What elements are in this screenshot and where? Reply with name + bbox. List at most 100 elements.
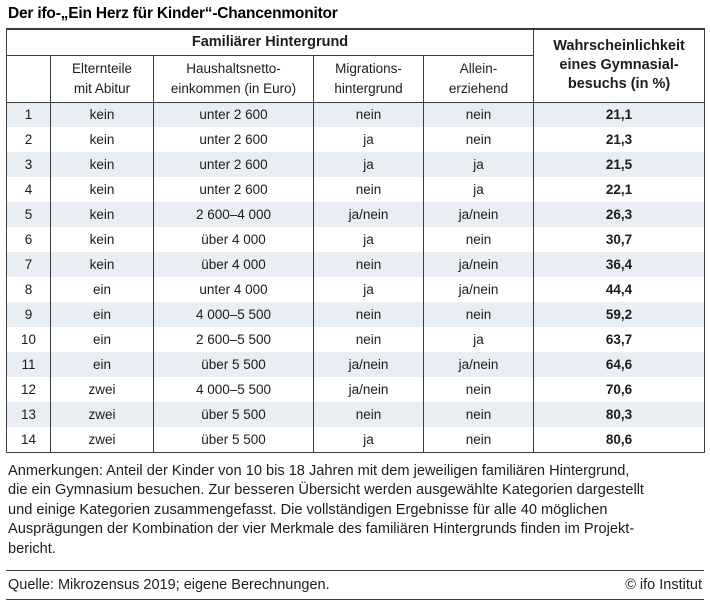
cell-wahrscheinlichkeit: 22,1 [533, 177, 705, 202]
cell-wahrscheinlichkeit: 63,7 [533, 327, 705, 352]
group-header-familiaerer-hintergrund: Familiärer Hintergrund [6, 29, 534, 56]
page-title: Der ifo-„Ein Herz für Kinder“-Chancenmon… [8, 5, 338, 22]
table-row: 13 zwei über 5 500 nein nein 80,3 [6, 402, 705, 427]
table-row: 9 ein 4 000–5 500 nein nein 59,2 [6, 302, 705, 327]
cell-einkommen: 4 000–5 500 [153, 302, 314, 327]
row-number: 11 [21, 357, 36, 372]
source-text: Quelle: Mikrozensus 2019; eigene Berechn… [8, 577, 330, 594]
cell-migration: ja [313, 227, 424, 252]
table-row: 7 kein über 4 000 nein ja/nein 36,4 [6, 252, 705, 277]
cell-migration: ja [313, 427, 424, 452]
table-row: 4 kein unter 2 600 nein ja 22,1 [7, 177, 705, 202]
cell-migration: nein [313, 402, 424, 427]
header-line: hintergrund [334, 80, 403, 96]
cell-alleinerziehend: ja [422, 177, 534, 202]
cell-elternteile: kein [50, 127, 154, 152]
cell-alleinerziehend: nein [422, 127, 534, 152]
cell-einkommen: unter 2 600 [153, 102, 314, 127]
cell-elternteile: ein [50, 352, 154, 377]
chancenmonitor-table: Familiärer Hintergrund Wahrscheinlichkei… [6, 28, 706, 453]
cell-wahrscheinlichkeit: 21,1 [533, 102, 705, 127]
row-number: 6 [24, 232, 33, 247]
row-number: 2 [24, 132, 33, 147]
table-row: 1 kein unter 2 600 nein nein 21,1 [6, 102, 705, 127]
cell-wahrscheinlichkeit: 80,6 [533, 427, 705, 452]
table-row: 6 kein über 4 000 ja nein 30,7 [7, 227, 705, 252]
cell-einkommen: 2 600–4 000 [153, 202, 314, 227]
header-line: Migrations- [335, 61, 402, 77]
column-header-einkommen: Haushaltsnetto- einkommen (in Euro) [153, 55, 314, 103]
table-row: 5 kein 2 600–4 000 ja/nein ja/nein 26,3 [6, 202, 705, 227]
prob-header-line-2: eines Gymnasial- [559, 57, 679, 74]
header-line: Haushaltsnetto- [186, 61, 281, 77]
header-line: Elternteile [71, 61, 133, 77]
cell-migration: ja/nein [313, 202, 424, 227]
row-number-header [6, 55, 51, 103]
cell-elternteile: kein [50, 152, 154, 177]
cell-elternteile: ein [50, 277, 154, 302]
prob-header-line-3: besuchs (in %) [567, 76, 671, 93]
cell-migration: nein [313, 302, 424, 327]
cell-wahrscheinlichkeit: 21,3 [533, 127, 705, 152]
prob-header-line-1: Wahrscheinlichkeit [553, 38, 685, 55]
cell-elternteile: zwei [50, 377, 154, 402]
row-number: 12 [20, 382, 37, 397]
header-line: mit Abitur [73, 80, 131, 96]
cell-einkommen: 4 000–5 500 [153, 377, 314, 402]
table-row: 11 ein über 5 500 ja/nein ja/nein 64,6 [6, 352, 705, 377]
row-number: 14 [20, 431, 37, 447]
cell-einkommen: unter 4 000 [153, 277, 314, 302]
source-footer: Quelle: Mikrozensus 2019; eigene Berechn… [6, 570, 704, 601]
cell-wahrscheinlichkeit: 30,7 [533, 227, 705, 252]
cell-wahrscheinlichkeit: 70,6 [533, 377, 705, 402]
table-row: 10 ein 2 600–5 500 nein ja 63,7 [7, 327, 705, 352]
cell-alleinerziehend: nein [422, 227, 534, 252]
group-header-row: Familiärer Hintergrund Wahrscheinlichkei… [6, 29, 705, 103]
header-line: Allein- [459, 61, 498, 77]
row-number: 10 [20, 332, 37, 347]
cell-migration: ja [313, 277, 424, 302]
annotations-line: die ein Gymnasium besuchen. Zur besseren… [8, 482, 644, 499]
table-row: 12 zwei 4 000–5 500 ja/nein nein 70,6 [7, 377, 705, 402]
cell-elternteile: kein [50, 177, 154, 202]
annotations-text: Anmerkungen: Anteil der Kinder von 10 bi… [6, 462, 704, 560]
cell-elternteile: ein [50, 302, 154, 327]
cell-elternteile: zwei [50, 427, 154, 452]
column-header-migration: Migrations- hintergrund [313, 55, 424, 103]
cell-elternteile: kein [50, 202, 154, 227]
cell-migration: nein [313, 102, 424, 127]
cell-alleinerziehend: ja/nein [422, 352, 534, 377]
row-number: 7 [24, 257, 33, 272]
cell-einkommen: über 5 500 [153, 402, 314, 427]
cell-einkommen: über 4 000 [153, 252, 314, 277]
row-number: 9 [24, 307, 33, 322]
cell-einkommen: über 5 500 [153, 352, 314, 377]
annotations-line: bericht. [8, 540, 56, 557]
cell-einkommen: über 4 000 [153, 227, 314, 252]
cell-wahrscheinlichkeit: 64,6 [533, 352, 705, 377]
cell-alleinerziehend: ja/nein [422, 202, 534, 227]
table-row: 8 ein unter 4 000 ja ja/nein 44,4 [7, 277, 705, 302]
cell-migration: nein [313, 177, 424, 202]
table-row: 14 zwei über 5 500 ja nein 80,6 [7, 427, 705, 452]
cell-wahrscheinlichkeit: 59,2 [533, 302, 705, 327]
cell-wahrscheinlichkeit: 26,3 [533, 202, 705, 227]
cell-elternteile: zwei [50, 402, 154, 427]
cell-wahrscheinlichkeit: 44,4 [533, 277, 705, 302]
cell-migration: ja [313, 152, 424, 177]
cell-elternteile: ein [50, 327, 154, 352]
cell-einkommen: über 5 500 [153, 427, 314, 452]
cell-wahrscheinlichkeit: 21,5 [533, 152, 705, 177]
cell-einkommen: unter 2 600 [153, 177, 314, 202]
header-line: einkommen (in Euro) [170, 80, 297, 96]
cell-alleinerziehend: nein [422, 102, 534, 127]
table-row: 2 kein unter 2 600 ja nein 21,3 [7, 127, 705, 152]
cell-elternteile: kein [50, 102, 154, 127]
cell-migration: ja/nein [313, 352, 424, 377]
header-line: erziehend [448, 80, 509, 96]
row-number: 13 [20, 407, 37, 422]
annotations-line: Anmerkungen: Anteil der Kinder von 10 bi… [8, 462, 630, 479]
cell-alleinerziehend: ja [422, 152, 534, 177]
cell-alleinerziehend: ja/nein [422, 277, 534, 302]
